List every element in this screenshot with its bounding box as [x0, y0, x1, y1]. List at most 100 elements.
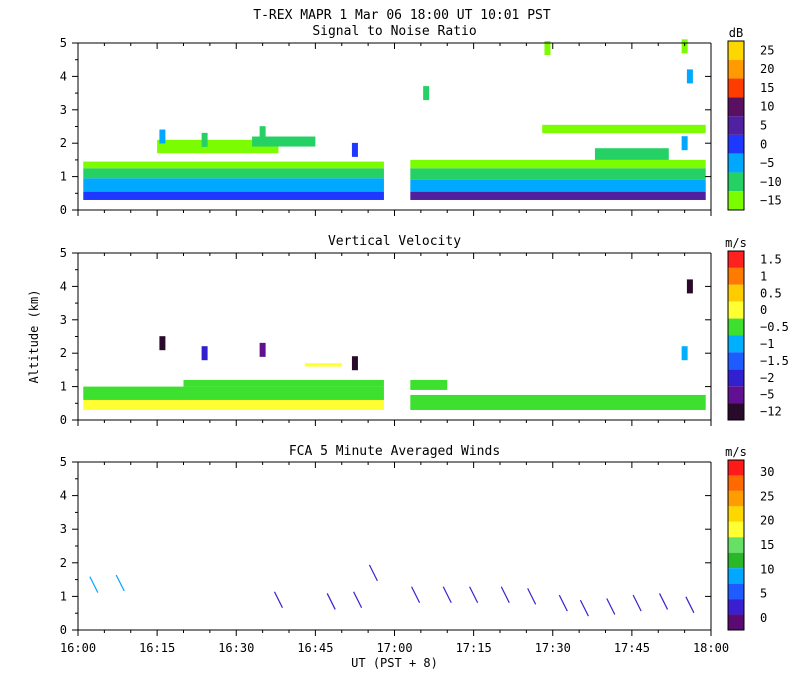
panel-3-colorbar-swatch-8	[728, 583, 744, 600]
x-tick-label: 16:30	[218, 641, 254, 655]
panel-1-band-2	[83, 168, 384, 179]
panel-2-band-4	[410, 379, 448, 390]
panel-2-colorbar-swatch-7	[728, 369, 744, 387]
panel-3-colorbar-swatch-9	[728, 599, 744, 615]
panel-2-band-5	[304, 363, 342, 367]
panel-3-barb-9	[500, 586, 510, 603]
panel-3-colorbar-swatch-4	[728, 521, 744, 538]
panel-2-colorbar-label: −5	[760, 388, 774, 402]
heatmap-layer	[83, 39, 706, 617]
panel-2-spot-1	[201, 346, 208, 361]
panel-2-y-tick-label: 3	[60, 313, 67, 327]
panel-2-colorbar-label: −0.5	[760, 320, 789, 334]
panel-1-colorbar-swatch-6	[728, 153, 744, 173]
panel-1-band-6	[410, 168, 706, 180]
panel-3-barb-4	[353, 591, 363, 609]
panel-1-colorbar-label: 20	[760, 62, 774, 76]
panel-1-band-10	[542, 124, 706, 134]
panel-1-y-tick-label: 0	[60, 203, 67, 217]
panel-1-spot-2	[259, 126, 266, 141]
axes-layer	[72, 42, 712, 636]
panel-2-colorbar-label: −2	[760, 371, 774, 385]
panel-2-colorbar-label: −12	[760, 405, 782, 419]
panel-3-y-tick-label: 0	[60, 623, 67, 637]
panel-3-colorbar-frame	[727, 459, 745, 631]
panel-2-colorbar-swatch-5	[728, 335, 744, 353]
panel-2-y-tick-label: 5	[60, 246, 67, 260]
panel-2-colorbar-swatch-9	[728, 403, 744, 420]
y-axis-label: Altitude (km)	[27, 290, 41, 384]
panel-2-band-0	[83, 399, 384, 410]
panel-1-spot-6	[681, 39, 688, 54]
panel-2-band-1	[83, 386, 384, 400]
x-tick-label: 17:15	[456, 641, 492, 655]
colorbar-layer	[727, 40, 745, 631]
panel-1-colorbar-swatch-4	[728, 116, 744, 135]
panel-3-barb-15	[658, 593, 669, 610]
panel-1-band-9	[252, 136, 316, 147]
panel-1-spot-1	[201, 132, 208, 147]
panel-1-band-11	[594, 148, 669, 160]
panel-3-y-tick-label: 4	[60, 489, 67, 503]
panel-2-colorbar-swatch-0	[728, 251, 744, 268]
panel-1-colorbar-label: 5	[760, 119, 767, 133]
panel-1-title: Signal to Noise Ratio	[312, 24, 476, 39]
panel-1-spot-3	[351, 142, 358, 157]
panel-2-colorbar-label: 1.5	[760, 252, 782, 266]
panel-3-colorbar-label: 0	[760, 611, 767, 625]
panel-3-y-tick-label: 1	[60, 589, 67, 603]
panel-1-band-0	[83, 191, 384, 200]
panel-2-colorbar-label: −1.5	[760, 354, 789, 368]
panel-3-colorbar-swatch-3	[728, 506, 744, 522]
panel-1-spot-4	[423, 86, 430, 101]
panel-3-barb-13	[606, 598, 616, 615]
panel-2-spot-0	[159, 336, 166, 351]
panel-1-spot-8	[681, 136, 688, 151]
panel-2-title: Vertical Velocity	[328, 234, 461, 249]
panel-3-barb-1	[115, 574, 125, 592]
panel-3-colorbar-label: 20	[760, 514, 774, 528]
panel-3-colorbar-swatch-10	[728, 614, 744, 630]
panel-1-colorbar-swatch-5	[728, 134, 744, 154]
panel-1-y-tick-label: 5	[60, 36, 67, 50]
panel-2-colorbar-frame	[727, 250, 745, 421]
panel-3-title: FCA 5 Minute Averaged Winds	[289, 444, 500, 459]
panel-3-y-tick-label: 2	[60, 556, 67, 570]
panel-1-colorbar-frame	[727, 40, 745, 211]
panel-1-band-5	[410, 179, 706, 192]
x-tick-label: 17:45	[614, 641, 650, 655]
panel-1-colorbar-swatch-0	[728, 41, 744, 60]
panel-1-colorbar-swatch-8	[728, 191, 744, 210]
panel-1-colorbar-swatch-1	[728, 59, 744, 79]
panel-1-colorbar-label: −10	[760, 175, 782, 189]
panel-2-spot-5	[681, 346, 688, 361]
panel-2-colorbar-swatch-4	[728, 318, 744, 336]
panel-2-y-tick-label: 2	[60, 346, 67, 360]
x-tick-label: 16:00	[60, 641, 96, 655]
panel-1-spot-0	[159, 129, 166, 144]
panel-3-barb-16	[685, 596, 695, 614]
panel-2-colorbar-label: −1	[760, 337, 774, 351]
panel-2-colorbar-swatch-1	[728, 267, 744, 285]
panel-2-colorbar-swatch-8	[728, 386, 744, 404]
panel-2-colorbar-label: 1	[760, 269, 767, 283]
panel-1-spot-7	[686, 69, 693, 84]
panel-3-colorbar-swatch-5	[728, 537, 744, 553]
panel-1-band-3	[83, 161, 384, 169]
panel-1-colorbar-label: −15	[760, 194, 782, 208]
panel-3-y-tick-label: 5	[60, 455, 67, 469]
panel-1-colorbar-label: 10	[760, 100, 774, 114]
panel-1-colorbar-swatch-3	[728, 97, 744, 117]
panel-3-y-tick-label: 3	[60, 522, 67, 536]
panel-2-colorbar-label: 0	[760, 303, 767, 317]
panel-1-band-7	[410, 159, 706, 169]
panel-1-band-8	[157, 139, 279, 154]
panel-3-barb-2	[273, 591, 283, 609]
x-axis-label: UT (PST + 8)	[351, 656, 438, 670]
panel-1-colorbar-label: 0	[760, 137, 767, 151]
panel-3-colorbar-label: 15	[760, 538, 774, 552]
panel-2-colorbar-swatch-6	[728, 352, 744, 370]
panel-2-y-tick-label: 0	[60, 413, 67, 427]
panel-2-spot-3	[351, 356, 358, 371]
